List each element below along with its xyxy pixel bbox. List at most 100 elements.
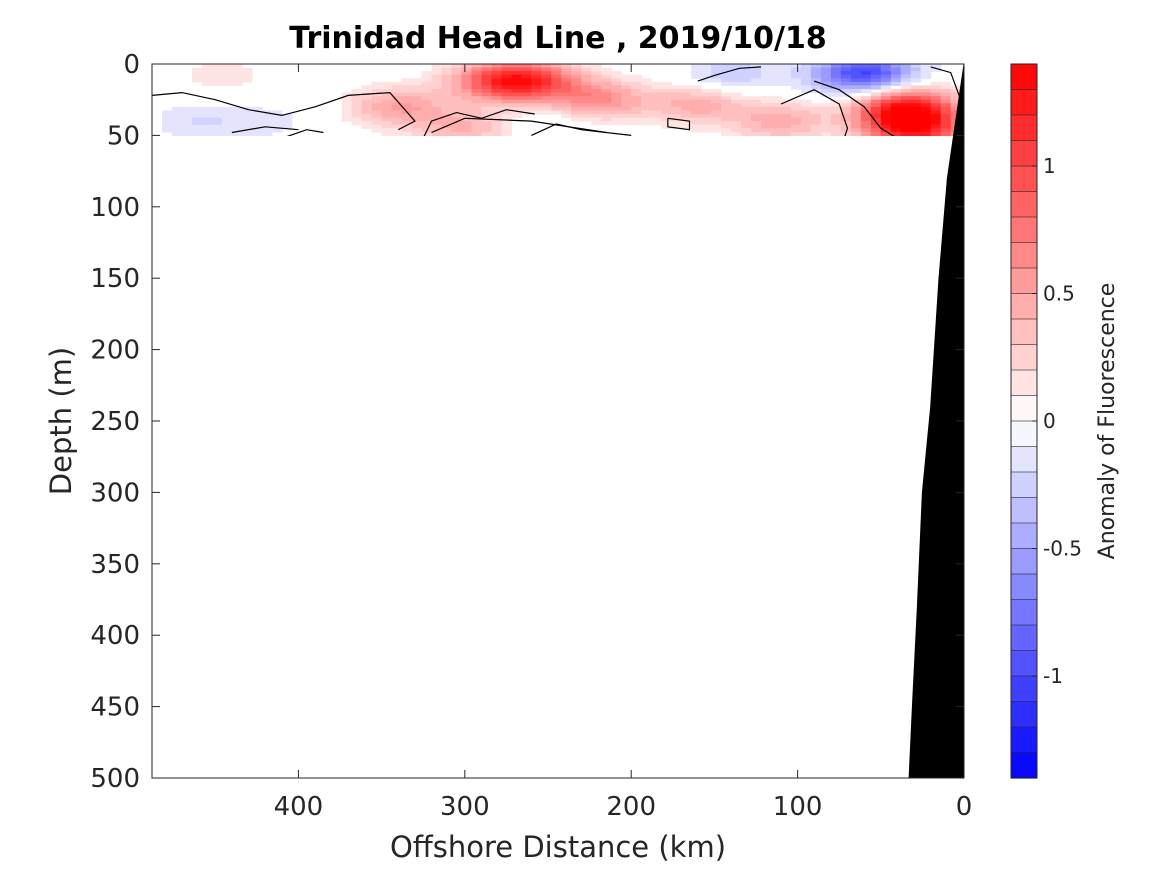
anomaly-cell [551,106,562,112]
anomaly-cell [531,64,542,69]
anomaly-cell [401,92,413,97]
anomaly-cell [850,96,862,101]
anomaly-cell [780,128,792,133]
anomaly-cell [441,85,453,90]
anomaly-cell [561,67,572,72]
anomaly-cell [940,96,952,101]
anomaly-cell [391,121,403,126]
anomaly-cell [860,71,872,76]
anomaly-cell [351,117,363,122]
colorbar-segment [1010,548,1038,575]
anomaly-cell [371,117,383,122]
anomaly-cell [890,110,902,115]
anomaly-cell [581,96,592,101]
colorbar-segment [1010,242,1038,269]
anomaly-cell [231,64,243,69]
anomaly-cell [751,99,762,104]
anomaly-cell [281,113,293,119]
anomaly-cell [691,117,702,122]
anomaly-cell [900,121,912,126]
anomaly-cell [830,74,842,79]
anomaly-cell [511,106,522,112]
anomaly-cell [641,85,652,90]
anomaly-cell [391,81,403,87]
anomaly-cell [890,113,902,119]
anomaly-cell [671,92,682,97]
anomaly-cell [631,121,642,126]
anomaly-cell [820,64,832,69]
anomaly-cell [721,110,732,115]
anomaly-cell [451,92,463,97]
anomaly-cell [731,117,742,122]
anomaly-cell [641,99,652,104]
zero-contour-9 [814,80,895,136]
anomaly-cell [671,110,682,115]
anomaly-cell [491,85,503,90]
anomaly-cell [501,71,513,76]
anomaly-cell [401,131,413,136]
anomaly-cell [830,92,842,97]
anomaly-cell [371,124,383,129]
anomaly-cell [461,78,473,83]
anomaly-cell [411,113,423,119]
anomaly-cell [751,67,762,72]
anomaly-cell [411,117,423,122]
anomaly-cell [571,71,582,76]
anomaly-cell [711,96,722,101]
anomaly-cell [521,74,532,79]
anomaly-cell [491,71,503,76]
anomaly-cell [621,121,632,126]
anomaly-cell [231,121,243,126]
anomaly-cell [231,81,243,87]
anomaly-cell [441,117,453,122]
anomaly-cell [411,121,423,126]
anomaly-cell [411,88,423,94]
anomaly-cell [551,88,562,94]
anomaly-cell [641,117,652,122]
anomaly-cell [451,78,463,83]
anomaly-cell [401,121,413,126]
anomaly-cell [451,67,463,72]
anomaly-cell [721,92,732,97]
anomaly-cell [601,117,612,122]
anomaly-cell [401,78,413,83]
anomaly-cell [810,103,822,108]
anomaly-cell [870,103,882,108]
anomaly-cell [890,81,902,87]
anomaly-cell [880,81,892,87]
anomaly-cell [591,103,602,108]
anomaly-cell [591,81,602,87]
anomaly-cell [591,110,602,115]
anomaly-cell [731,103,742,108]
colorbar-segment [1010,573,1038,601]
anomaly-cell [531,96,542,101]
anomaly-cell [431,71,443,76]
anomaly-cell [870,96,882,101]
anomaly-cell [421,131,433,136]
anomaly-cell [641,88,652,94]
anomaly-cell [701,117,712,122]
anomaly-cell [910,131,922,136]
anomaly-cell [761,71,772,76]
anomaly-cell [351,99,363,104]
anomaly-cell [451,71,463,76]
anomaly-cell [651,113,662,119]
anomaly-cell [870,81,882,87]
anomaly-cell [421,74,433,79]
anomaly-cell [711,88,722,94]
anomaly-cell [691,103,702,108]
anomaly-cell [780,110,792,115]
anomaly-cell [431,64,443,69]
anomaly-cell [401,88,413,94]
anomaly-cell [790,113,802,119]
anomaly-cell [930,131,942,136]
anomaly-cell [461,103,473,108]
anomaly-cell [930,124,942,129]
anomaly-cell [451,117,463,122]
anomaly-cell [880,121,892,126]
anomaly-cell [790,67,802,72]
anomaly-cell [201,81,213,87]
chart-title: Trinidad Head Line , 2019/10/18 [289,21,826,56]
colorbar-tick-label: 0 [1043,409,1056,433]
anomaly-cell [421,106,433,112]
